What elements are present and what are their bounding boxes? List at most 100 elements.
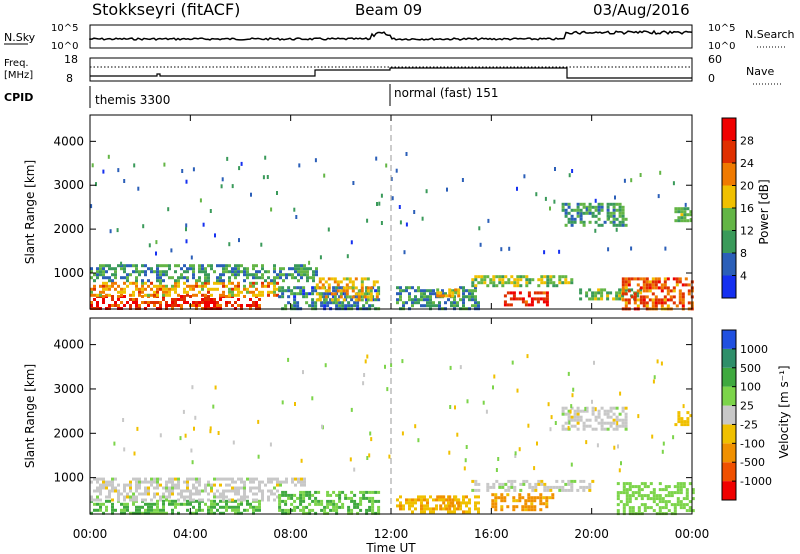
velocity-data-speckle [388, 454, 391, 459]
power-data-cell [515, 297, 519, 301]
power-data-cell [252, 281, 255, 285]
power-data-cell [102, 281, 105, 285]
velocity-data-cell [338, 499, 342, 503]
power-data-cell [105, 276, 108, 280]
power-data-cell [270, 290, 273, 294]
power-data-cell [267, 284, 270, 288]
power-data-cell [144, 293, 147, 297]
power-data-cell [294, 264, 297, 268]
power-data-cell [261, 267, 264, 271]
power-data-cell [420, 292, 423, 296]
power-data-cell [624, 286, 628, 290]
velocity-data-cell [477, 510, 480, 514]
power-data-cell [207, 276, 210, 280]
velocity-yticks-tick-label: 3000 [53, 382, 84, 396]
velocity-data-cell [240, 495, 243, 499]
power-data-cell [612, 205, 616, 209]
velocity-data-cell [624, 418, 628, 422]
velocity-data-speckle [214, 385, 217, 390]
velocity-data-cell [658, 494, 662, 498]
power-data-cell [299, 286, 303, 290]
velocity-data-cell [198, 505, 201, 509]
velocity-data-cell [432, 510, 435, 514]
power-data-cell [183, 270, 186, 274]
power-data-cell [453, 295, 456, 299]
power-data-cell [135, 276, 138, 280]
power-data-cell [369, 295, 373, 299]
power-data-cell [672, 286, 676, 290]
velocity-data-cell [300, 483, 303, 487]
velocity-data-cell [429, 507, 432, 511]
velocity-data-cell [249, 480, 252, 484]
power-data-cell [186, 290, 189, 294]
power-data-cell [93, 273, 96, 277]
velocity-data-cell [612, 412, 616, 416]
velocity-data-cell [326, 499, 330, 503]
velocity-data-cell [649, 506, 653, 510]
velocity-data-cell [326, 502, 330, 506]
power-data-speckle [535, 192, 538, 197]
velocity-data-cell [237, 489, 240, 493]
velocity-data-cell [362, 496, 366, 500]
velocity-data-cell [579, 409, 583, 413]
velocity-data-cell [198, 480, 201, 484]
velocity-data-cell [603, 427, 607, 431]
power-data-cell [123, 267, 126, 271]
power-data-cell [312, 276, 315, 280]
power-data-cell [111, 281, 114, 285]
velocity-data-cell [210, 508, 213, 512]
velocity-data-cell [679, 491, 683, 495]
power-data-cell [192, 264, 195, 268]
power-data-cell [135, 304, 138, 307]
velocity-data-cell [270, 480, 273, 484]
velocity-data-cell [594, 415, 598, 419]
velocity-data-cell [305, 490, 309, 494]
power-data-cell [567, 217, 571, 221]
power-data-cell [567, 220, 571, 224]
power-data-cell [162, 273, 165, 277]
velocity-data-cell [276, 477, 279, 481]
velocity-data-cell [278, 502, 282, 506]
velocity-data-cell [102, 502, 105, 506]
velocity-cbar-frame [721, 329, 737, 501]
power-data-cell [545, 303, 549, 307]
power-data-cell [411, 304, 414, 308]
velocity-data-cell [255, 505, 258, 509]
power-data-cell [213, 301, 216, 304]
velocity-data-cell [186, 477, 189, 481]
power-data-cell [408, 298, 411, 302]
velocity-data-cell [670, 491, 674, 495]
power-cbar-tick-label: 24 [740, 157, 754, 170]
velocity-data-cell [621, 406, 625, 410]
velocity-data-cell [676, 488, 680, 492]
velocity-data-cell [540, 482, 544, 486]
velocity-data-cell [186, 483, 189, 487]
power-data-cell [171, 301, 174, 304]
power-data-cell [654, 283, 658, 287]
velocity-data-cell [561, 412, 565, 416]
power-data-speckle [123, 179, 126, 183]
power-data-cell [489, 281, 493, 285]
velocity-data-cell [664, 500, 668, 504]
power-data-cell [204, 281, 207, 285]
velocity-data-cell [396, 504, 399, 508]
velocity-data-cell [302, 490, 306, 494]
power-data-cell [219, 273, 222, 277]
velocity-data-cell [652, 491, 656, 495]
x-tick-label: 00:00 [73, 527, 108, 541]
velocity-data-cell [618, 412, 622, 416]
power-data-cell [183, 298, 186, 301]
power-data-cell [648, 283, 652, 287]
velocity-colorbar-label: Velocity [m s⁻¹] [777, 365, 791, 458]
velocity-data-cell [518, 493, 522, 497]
power-data-cell [210, 293, 213, 297]
velocity-data-cell [451, 498, 455, 502]
velocity-data-cell [153, 492, 156, 496]
power-data-cell [300, 270, 303, 274]
velocity-data-speckle [456, 432, 459, 437]
velocity-data-cell [261, 495, 264, 499]
velocity-data-cell [624, 421, 628, 425]
power-data-cell [402, 289, 405, 293]
velocity-data-speckle [533, 466, 536, 471]
velocity-data-cell [153, 486, 156, 490]
